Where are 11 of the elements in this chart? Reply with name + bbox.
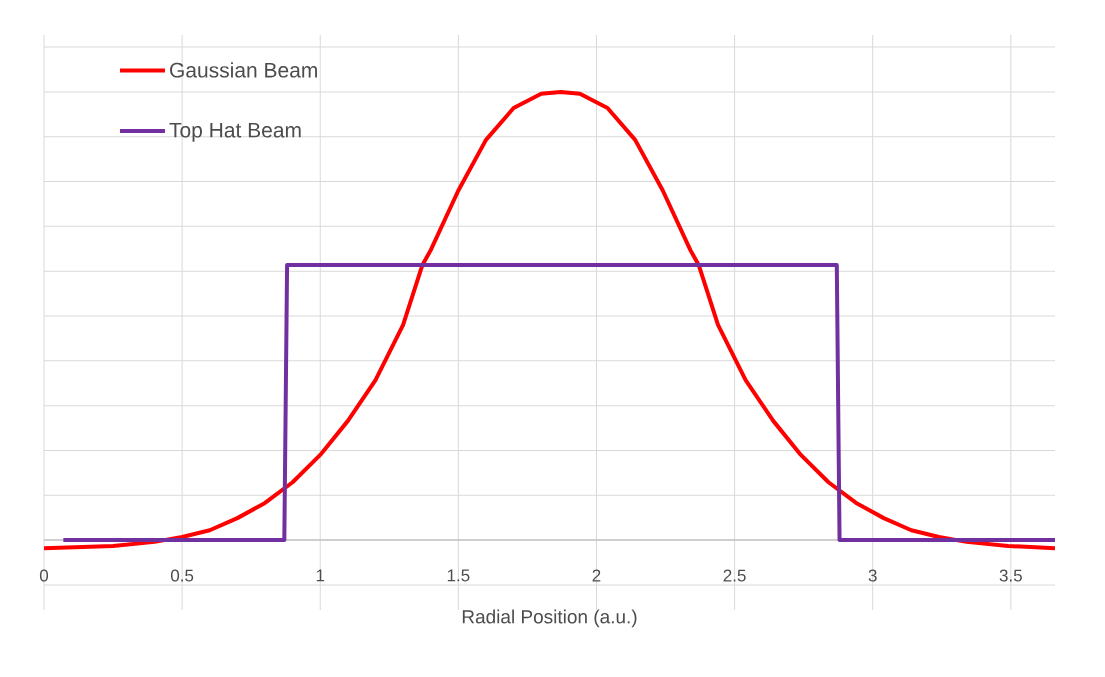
- x-tick-label: 1.5: [447, 569, 470, 582]
- legend-label: Gaussian Beam: [170, 62, 317, 78]
- legend-label: Top Hat Beam: [169, 122, 301, 142]
- x-tick-label: 0.5: [170, 569, 194, 582]
- x-tick-label: 0: [39, 569, 49, 582]
- x-tick-label: 1: [316, 569, 325, 582]
- x-tick-label: 2.5: [723, 569, 746, 582]
- x-tick-label: 3.5: [999, 569, 1022, 582]
- x-tick-label: 3: [868, 569, 877, 582]
- x-tick-label: 2: [592, 569, 601, 582]
- x-axis-title: Radial Position (a.u.): [462, 609, 637, 628]
